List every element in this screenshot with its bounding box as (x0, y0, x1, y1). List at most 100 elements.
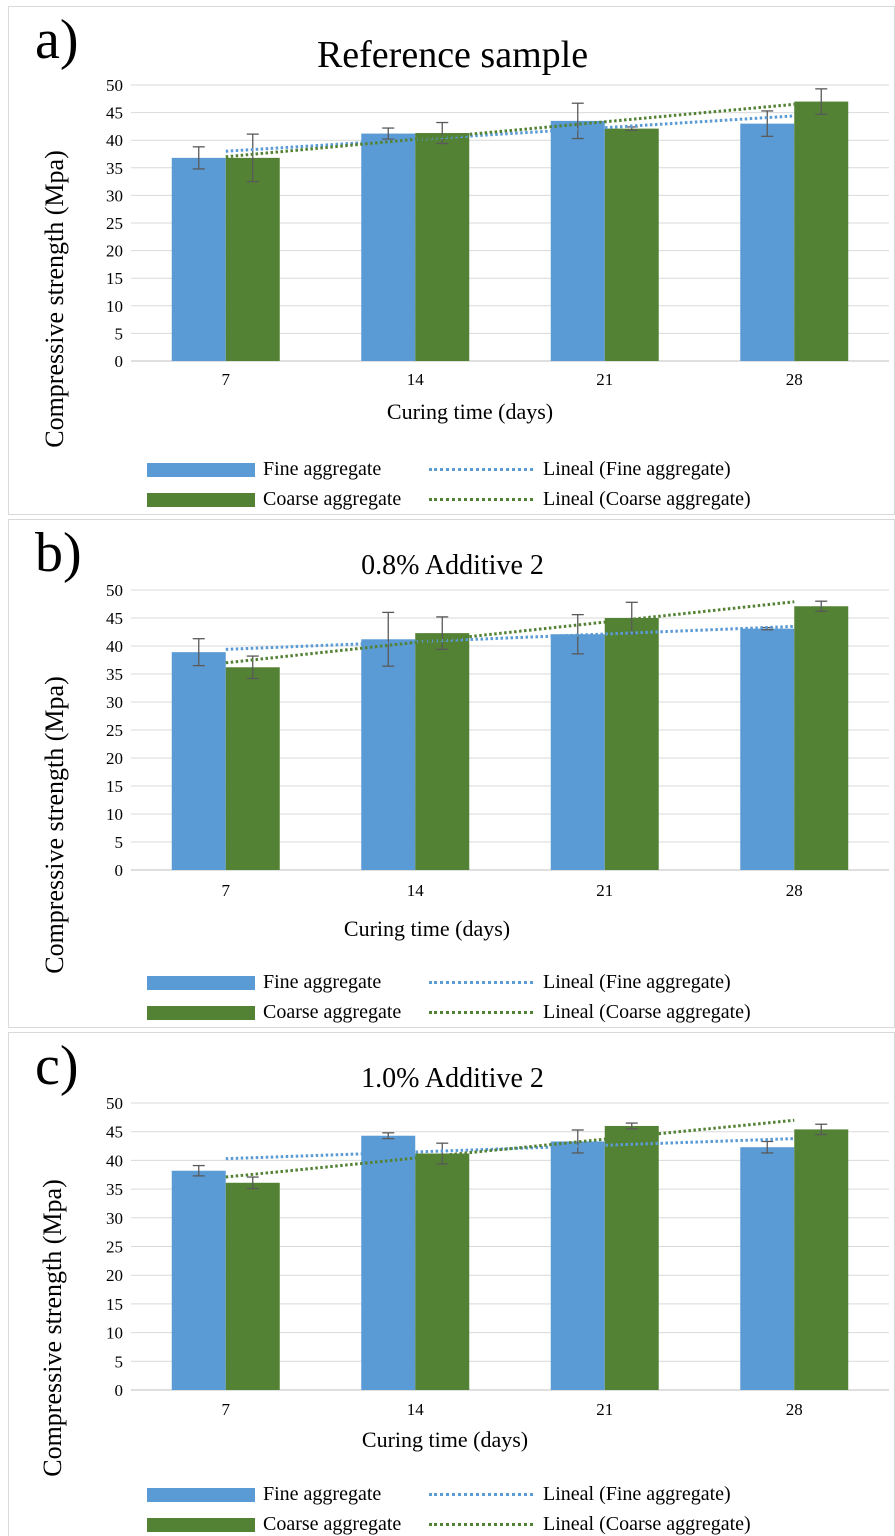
bar-fine (740, 123, 795, 361)
y-tick-label: 30 (106, 186, 123, 205)
y-tick-label: 15 (106, 1295, 123, 1314)
error-bar (815, 88, 828, 115)
y-tick-label: 50 (106, 1094, 123, 1113)
bar-coarse (225, 667, 280, 870)
y-tick-label: 0 (115, 861, 124, 880)
error-bar (625, 1122, 638, 1130)
y-tick-label: 15 (106, 777, 123, 796)
y-tick-label: 0 (115, 352, 124, 371)
x-tick-label: 21 (596, 370, 613, 389)
y-tick-label: 20 (106, 749, 123, 768)
y-tick-label: 25 (106, 1238, 123, 1257)
legend-label: Lineal (Coarse aggregate) (543, 488, 751, 510)
legend-item-coarse: Coarse aggregate (147, 1513, 401, 1536)
chart-plot-area: 0 5 10 15 20 25 30 35 40 45 50 7 14 21 28 (106, 1094, 889, 1419)
legend-label: Lineal (Fine aggregate) (543, 1483, 731, 1505)
bar-coarse (225, 157, 280, 361)
bar-fine (361, 133, 416, 361)
error-bar (436, 616, 449, 651)
error-bar (246, 133, 259, 183)
error-bar (192, 1164, 205, 1177)
legend-item-coarse: Coarse aggregate (147, 1001, 401, 1024)
y-tick-label: 15 (106, 269, 123, 288)
trendline-fine (225, 114, 795, 153)
error-bar (192, 146, 205, 170)
bar-coarse (415, 633, 470, 870)
error-bar (761, 110, 774, 137)
chart-panel-a: a) Reference sample 0 5 10 15 20 25 30 35 40 45 50… (8, 6, 895, 515)
y-tick-label: 35 (106, 665, 123, 684)
error-bar (571, 102, 584, 140)
y-tick-label: 10 (106, 1324, 123, 1343)
legend-swatch-fine (147, 462, 255, 477)
bar-fine (361, 639, 416, 870)
error-bar (246, 1176, 259, 1190)
error-bar (571, 1129, 584, 1154)
legend-label: Fine aggregate (263, 971, 382, 993)
x-tick-label: 7 (222, 1400, 231, 1419)
bar-fine (171, 652, 226, 870)
x-axis-label: Curing time (days) (386, 399, 554, 424)
y-tick-label: 45 (106, 609, 123, 628)
legend-label: Lineal (Fine aggregate) (543, 458, 731, 480)
y-tick-label: 0 (115, 1381, 124, 1400)
x-tick-label: 14 (407, 1400, 425, 1419)
legend-swatch-fine (147, 975, 255, 990)
bar-fine (550, 634, 605, 870)
x-tick-label: 21 (596, 1400, 613, 1419)
y-tick-label: 35 (106, 159, 123, 178)
x-axis-label: Curing time (days) (361, 1427, 529, 1452)
trendline-coarse (225, 102, 795, 159)
y-tick-label: 40 (106, 637, 123, 656)
legend-label: Coarse aggregate (263, 488, 402, 510)
y-tick-label: 30 (106, 1209, 123, 1228)
y-tick-label: 45 (106, 104, 123, 123)
bar-fine (171, 1170, 226, 1390)
error-bar (436, 1142, 449, 1165)
y-tick-label: 5 (115, 1352, 124, 1371)
legend-label: Lineal (Fine aggregate) (543, 971, 731, 993)
x-tick-label: 28 (786, 1400, 803, 1419)
bar-fine (171, 157, 226, 361)
legend-swatch-fine-trend (429, 468, 533, 471)
x-tick-label: 14 (407, 370, 425, 389)
legend-label: Coarse aggregate (263, 1513, 402, 1535)
chart-plot-area: 0 5 10 15 20 25 30 35 40 45 50 7 14 21 28 (106, 581, 889, 900)
error-bar (382, 1132, 395, 1140)
trendline-coarse (225, 600, 795, 665)
x-tick-label: 28 (786, 370, 803, 389)
x-tick-label: 28 (786, 881, 803, 900)
error-bar (382, 611, 395, 667)
bar-fine (361, 1135, 416, 1390)
legend-item-coarse-trend: Lineal (Coarse aggregate) (429, 488, 751, 511)
bar-coarse (794, 606, 849, 870)
error-bar (192, 638, 205, 667)
bar-coarse (604, 618, 659, 870)
y-tick-label: 5 (115, 324, 124, 343)
legend-swatch-coarse (147, 1517, 255, 1532)
legend-item-fine-trend: Lineal (Fine aggregate) (429, 971, 731, 994)
bar-fine (740, 1147, 795, 1390)
y-tick-label: 10 (106, 297, 123, 316)
bar-coarse (794, 101, 849, 361)
y-axis-label: Compressive strength (Mpa) (40, 676, 69, 974)
bar-coarse (225, 1182, 280, 1390)
x-tick-label: 21 (596, 881, 613, 900)
legend-item-fine: Fine aggregate (147, 458, 381, 481)
y-tick-label: 25 (106, 214, 123, 233)
y-tick-label: 25 (106, 721, 123, 740)
chart-panel-c: c) 1.0% Additive 2 0 5 10 15 20 25 30 35 40 45 50 7… (8, 1032, 895, 1536)
y-tick-label: 50 (106, 581, 123, 600)
x-tick-label: 14 (407, 881, 425, 900)
bar-fine (550, 1141, 605, 1390)
legend-swatch-coarse-trend (429, 498, 533, 501)
y-axis-label: Compressive strength (Mpa) (40, 150, 69, 448)
x-axis-label: Curing time (days) (343, 916, 511, 941)
bar-fine (740, 628, 795, 870)
y-tick-label: 40 (106, 1151, 123, 1170)
legend-swatch-fine-trend (429, 981, 533, 984)
y-tick-label: 40 (106, 131, 123, 150)
chart-title: Reference sample (316, 34, 589, 76)
y-tick-label: 30 (106, 693, 123, 712)
legend-swatch-coarse (147, 1005, 255, 1020)
